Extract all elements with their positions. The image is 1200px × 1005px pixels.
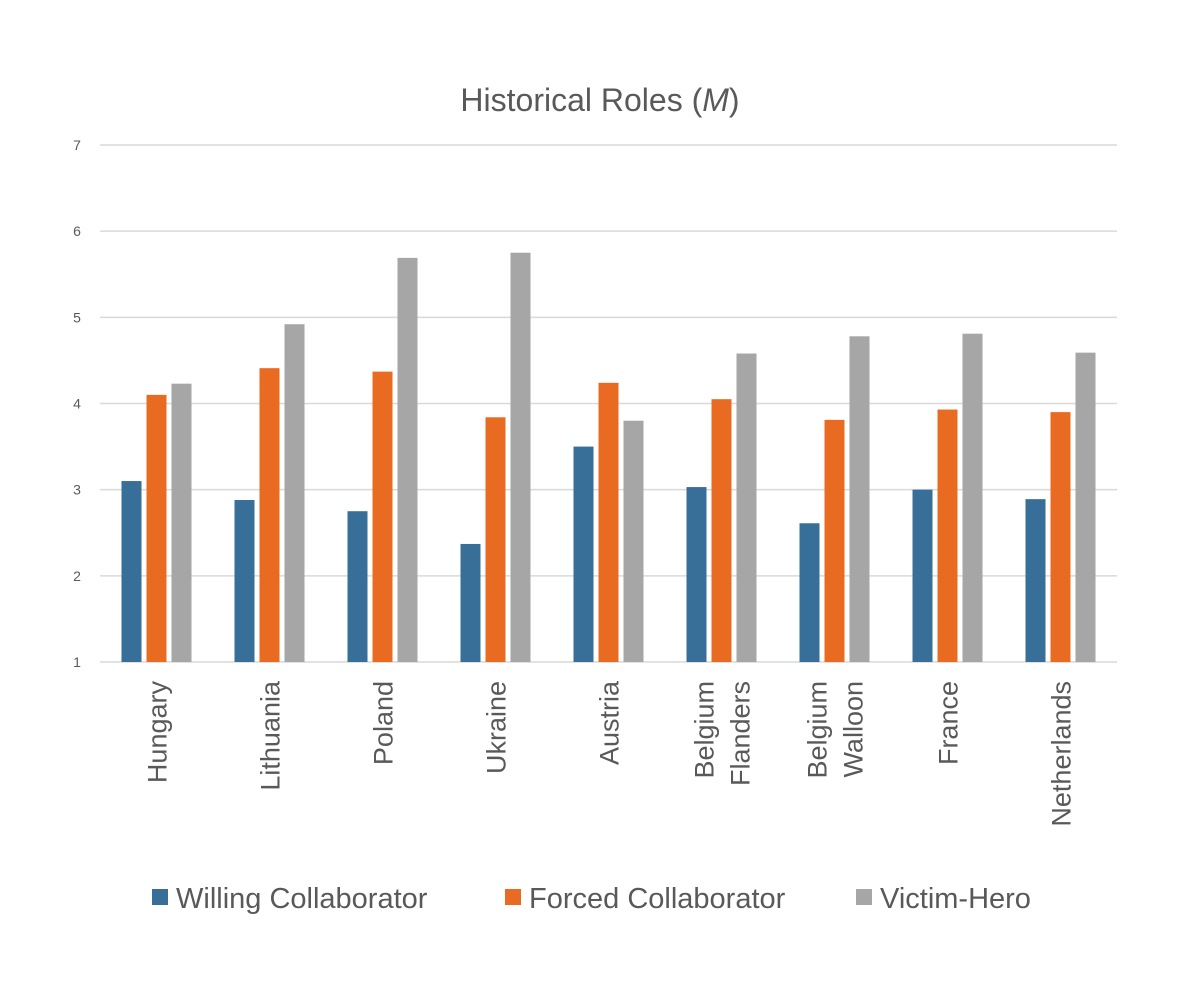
x-tick-label: Belgium Walloon	[803, 681, 869, 779]
x-tick-label: Poland	[369, 681, 399, 765]
x-tick-label-line: Austria	[595, 680, 625, 765]
legend-swatch	[856, 889, 872, 905]
legend-label: Willing Collaborator	[176, 883, 428, 915]
x-tick-label-line: Poland	[369, 681, 399, 765]
bar-forced-collaborator-6	[824, 419, 845, 662]
bar-willing-collaborator-2	[347, 511, 368, 662]
chart-title-close: )	[729, 82, 740, 118]
x-tick-label: Ukraine	[482, 681, 512, 774]
x-tick-label-line: Flanders	[726, 681, 756, 786]
x-tick-label-line: Hungary	[143, 681, 173, 784]
y-tick-label: 6	[73, 223, 81, 239]
bar-victim-hero-4	[623, 420, 644, 662]
bar-willing-collaborator-5	[686, 487, 707, 662]
y-tick-label: 5	[73, 309, 81, 325]
bar-willing-collaborator-1	[234, 500, 255, 662]
x-tick-label-line: Netherlands	[1047, 681, 1077, 827]
bars	[121, 252, 1096, 663]
x-axis-tick-labels: Hungary Lithuania Poland Ukraine Austria Belg…	[143, 680, 1077, 827]
bar-forced-collaborator-7	[937, 409, 958, 662]
y-axis-tick-labels: 1 2 3 4 5 6 7	[73, 137, 81, 670]
legend-entry: Forced Collaborator	[505, 883, 786, 915]
bar-willing-collaborator-4	[573, 446, 594, 662]
bar-forced-collaborator-0	[146, 394, 167, 662]
legend-entry: Victim-Hero	[856, 883, 1031, 915]
bar-forced-collaborator-1	[259, 368, 280, 662]
bar-willing-collaborator-6	[799, 523, 820, 662]
x-tick-label-line: Ukraine	[482, 681, 512, 774]
x-tick-label: France	[934, 681, 964, 765]
legend-entry: Willing Collaborator	[152, 883, 428, 915]
bar-victim-hero-6	[849, 336, 870, 662]
chart-title-italic: M	[702, 82, 729, 118]
bar-willing-collaborator-3	[460, 543, 481, 662]
bar-victim-hero-8	[1075, 352, 1096, 662]
bar-victim-hero-0	[171, 383, 192, 662]
legend-swatch	[505, 889, 521, 905]
bar-forced-collaborator-4	[598, 382, 619, 662]
bar-forced-collaborator-8	[1050, 412, 1071, 662]
bar-forced-collaborator-3	[485, 417, 506, 662]
legend-label: Victim-Hero	[880, 883, 1031, 915]
x-tick-label-line: Walloon	[839, 681, 869, 778]
bar-forced-collaborator-2	[372, 371, 393, 662]
bar-victim-hero-7	[962, 333, 983, 662]
x-tick-label-line: France	[934, 681, 964, 765]
x-tick-label: Netherlands	[1047, 681, 1077, 827]
x-tick-label-line: Belgium	[803, 681, 833, 779]
y-tick-label: 1	[73, 654, 81, 670]
chart-title: Historical Roles (M)	[460, 82, 739, 118]
x-tick-label-line: Lithuania	[256, 680, 286, 791]
x-tick-label: Austria	[595, 680, 625, 765]
y-tick-label: 4	[73, 396, 81, 412]
bar-victim-hero-3	[510, 252, 531, 663]
bar-willing-collaborator-7	[912, 489, 933, 662]
legend: Willing Collaborator Forced Collaborator V…	[152, 883, 1031, 915]
x-tick-label: Belgium Flanders	[690, 681, 756, 786]
y-tick-label: 2	[73, 568, 81, 584]
legend-swatch	[152, 889, 168, 905]
bar-forced-collaborator-5	[711, 399, 732, 662]
bar-victim-hero-1	[284, 324, 305, 662]
y-tick-label: 7	[73, 137, 81, 153]
bar-willing-collaborator-0	[121, 481, 142, 662]
x-tick-label: Lithuania	[256, 680, 286, 791]
x-tick-label: Hungary	[143, 681, 173, 784]
bar-willing-collaborator-8	[1025, 499, 1046, 662]
legend-label: Forced Collaborator	[529, 883, 786, 915]
bar-victim-hero-2	[397, 257, 418, 662]
chart-title-text: Historical Roles (	[460, 82, 702, 118]
x-tick-label-line: Belgium	[690, 681, 720, 779]
y-tick-label: 3	[73, 482, 81, 498]
bar-victim-hero-5	[736, 353, 757, 662]
